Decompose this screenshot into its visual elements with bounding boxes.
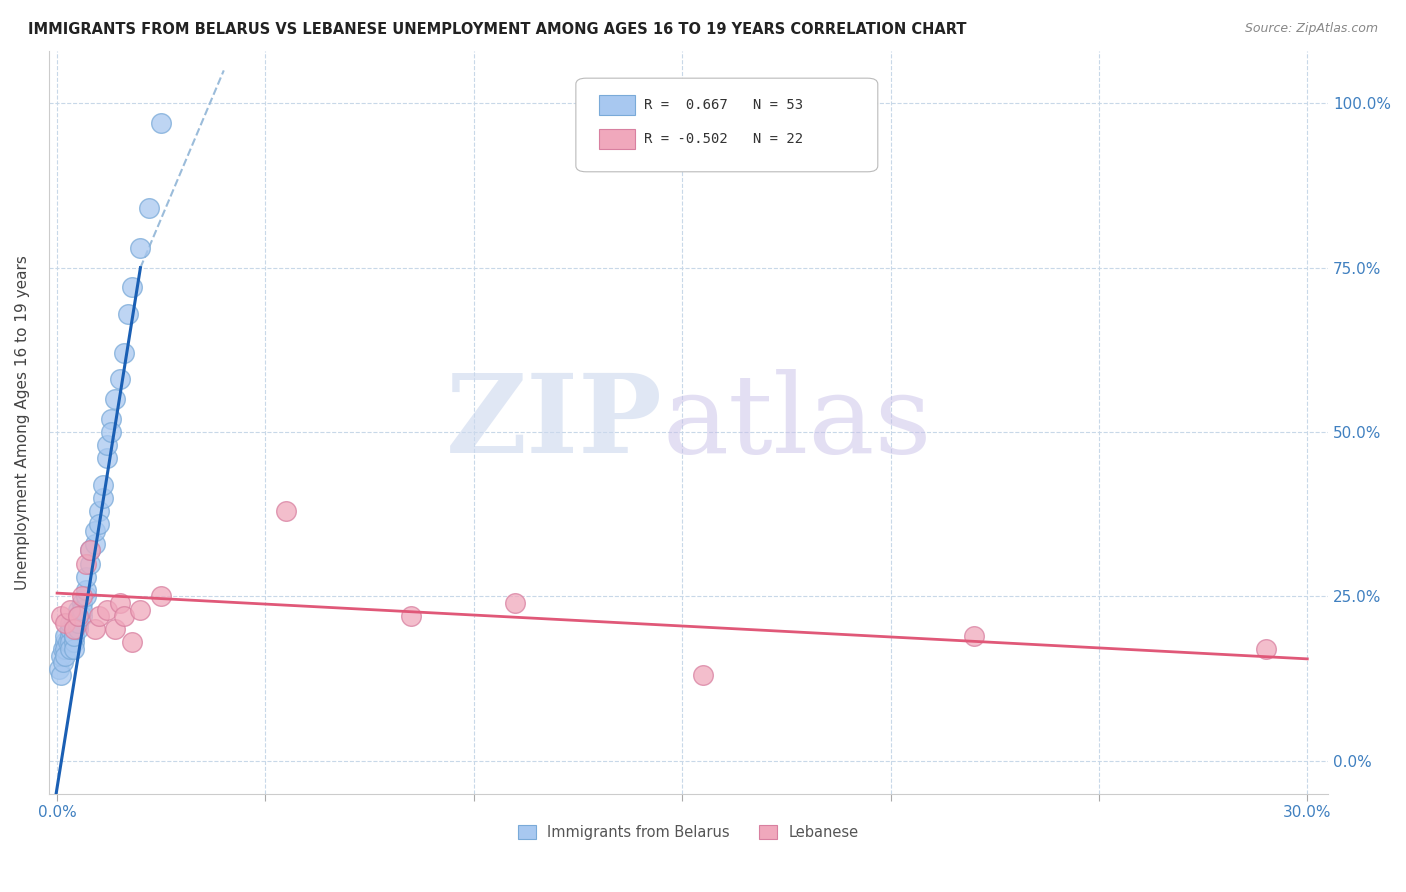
Point bbox=[75, 557, 97, 571]
Point bbox=[58, 622, 80, 636]
Point bbox=[66, 609, 89, 624]
Point bbox=[104, 622, 127, 636]
Text: R = -0.502   N = 22: R = -0.502 N = 22 bbox=[644, 132, 803, 146]
Point bbox=[104, 392, 127, 406]
Point bbox=[62, 615, 84, 630]
Point bbox=[150, 116, 173, 130]
Text: IMMIGRANTS FROM BELARUS VS LEBANESE UNEMPLOYMENT AMONG AGES 16 TO 19 YEARS CORRE: IMMIGRANTS FROM BELARUS VS LEBANESE UNEM… bbox=[28, 22, 966, 37]
Point bbox=[55, 642, 77, 657]
Point bbox=[58, 629, 80, 643]
Point bbox=[96, 451, 118, 466]
Point bbox=[83, 524, 105, 538]
Point bbox=[112, 609, 135, 624]
Point bbox=[505, 596, 527, 610]
Point bbox=[62, 642, 84, 657]
Point bbox=[112, 346, 135, 360]
Text: ZIP: ZIP bbox=[446, 368, 662, 475]
Point bbox=[150, 590, 173, 604]
Point bbox=[62, 629, 84, 643]
Point bbox=[108, 596, 131, 610]
Point bbox=[66, 622, 89, 636]
Point bbox=[58, 642, 80, 657]
Point bbox=[75, 570, 97, 584]
Point bbox=[58, 622, 80, 636]
Point bbox=[108, 372, 131, 386]
Point bbox=[62, 629, 84, 643]
Point bbox=[138, 202, 160, 216]
Point bbox=[70, 609, 93, 624]
Point bbox=[52, 642, 75, 657]
Point bbox=[96, 438, 118, 452]
Point bbox=[66, 615, 89, 630]
Point bbox=[87, 517, 110, 532]
Point bbox=[83, 622, 105, 636]
Point bbox=[75, 582, 97, 597]
Point bbox=[55, 648, 77, 663]
Point bbox=[79, 543, 101, 558]
Point bbox=[58, 602, 80, 616]
Point bbox=[70, 602, 93, 616]
Point bbox=[48, 662, 70, 676]
Point bbox=[55, 629, 77, 643]
Point bbox=[121, 280, 143, 294]
Point bbox=[100, 412, 122, 426]
Point bbox=[56, 635, 79, 649]
Legend: Immigrants from Belarus, Lebanese: Immigrants from Belarus, Lebanese bbox=[512, 819, 865, 846]
Point bbox=[100, 425, 122, 439]
Point bbox=[52, 655, 75, 669]
Point bbox=[96, 602, 118, 616]
FancyBboxPatch shape bbox=[599, 95, 634, 115]
Point bbox=[55, 615, 77, 630]
Point bbox=[963, 629, 986, 643]
Point bbox=[62, 622, 84, 636]
Point bbox=[70, 596, 93, 610]
Point bbox=[51, 609, 73, 624]
Point bbox=[91, 491, 114, 505]
Point bbox=[79, 557, 101, 571]
Point bbox=[129, 602, 152, 616]
Y-axis label: Unemployment Among Ages 16 to 19 years: Unemployment Among Ages 16 to 19 years bbox=[15, 255, 30, 590]
Point bbox=[276, 504, 298, 518]
Point bbox=[87, 609, 110, 624]
Text: atlas: atlas bbox=[662, 368, 932, 475]
Point bbox=[83, 537, 105, 551]
FancyBboxPatch shape bbox=[576, 78, 877, 172]
FancyBboxPatch shape bbox=[599, 128, 634, 150]
Point bbox=[129, 241, 152, 255]
Point bbox=[692, 668, 714, 682]
Point bbox=[79, 543, 101, 558]
Point bbox=[51, 668, 73, 682]
Point bbox=[51, 648, 73, 663]
Point bbox=[58, 615, 80, 630]
Point bbox=[87, 504, 110, 518]
Point bbox=[121, 635, 143, 649]
Point bbox=[91, 477, 114, 491]
Point bbox=[66, 602, 89, 616]
Point bbox=[66, 609, 89, 624]
Point bbox=[1254, 642, 1277, 657]
Point bbox=[117, 307, 139, 321]
Point bbox=[66, 615, 89, 630]
Point bbox=[70, 590, 93, 604]
Point bbox=[75, 590, 97, 604]
Point bbox=[401, 609, 423, 624]
Point bbox=[62, 635, 84, 649]
Text: R =  0.667   N = 53: R = 0.667 N = 53 bbox=[644, 98, 803, 112]
Point bbox=[58, 635, 80, 649]
Text: Source: ZipAtlas.com: Source: ZipAtlas.com bbox=[1244, 22, 1378, 36]
Point bbox=[62, 622, 84, 636]
Point bbox=[55, 635, 77, 649]
